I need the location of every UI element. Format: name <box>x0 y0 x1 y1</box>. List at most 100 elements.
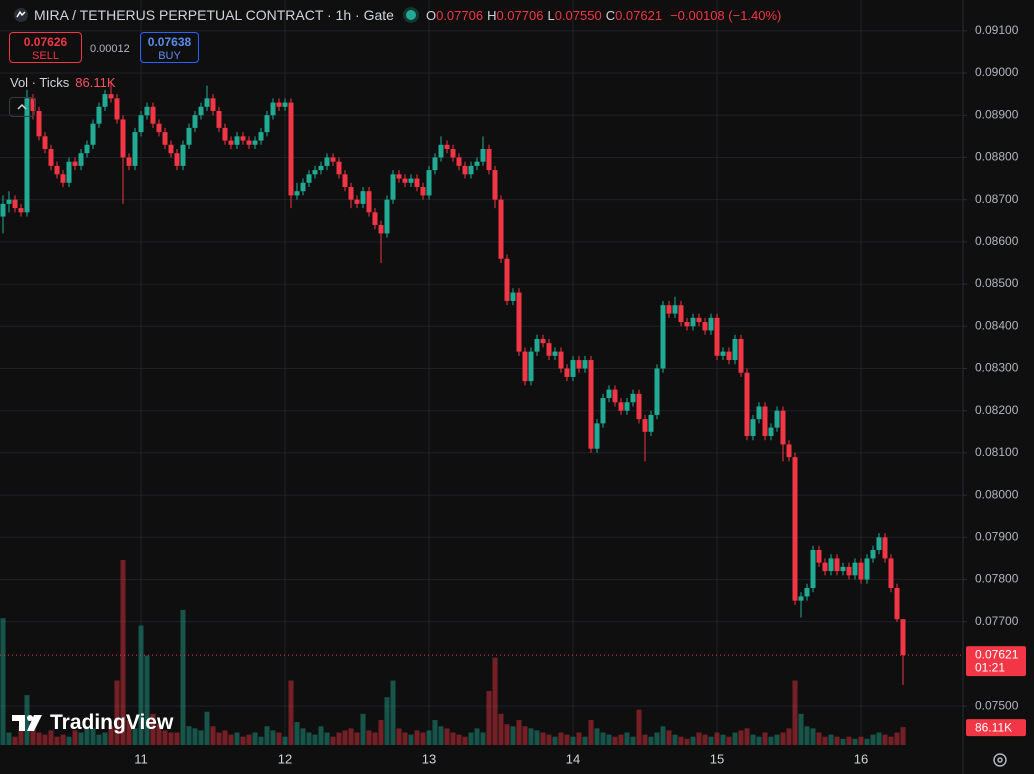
candle-body <box>408 178 414 183</box>
volume-bar <box>714 732 720 745</box>
candle-body <box>654 368 660 415</box>
candle-body <box>102 94 108 107</box>
candle-body <box>450 149 456 158</box>
volume-bar <box>564 734 570 745</box>
candle-body <box>264 115 270 133</box>
volume-bar <box>222 730 228 745</box>
candle-body <box>474 161 480 166</box>
volume-bar <box>630 736 636 745</box>
volume-bar <box>204 711 210 745</box>
volume-bar <box>708 736 714 745</box>
candle-body <box>672 305 678 314</box>
volume-bar <box>78 732 84 745</box>
candle-body <box>492 170 498 200</box>
legend-item: L0.07550 <box>547 8 601 23</box>
candle-body <box>228 140 234 145</box>
x-tick-label: 14 <box>566 751 580 766</box>
volume-bar <box>420 732 426 745</box>
volume-bar <box>690 736 696 745</box>
candle-body <box>18 208 24 213</box>
volume-bar <box>774 734 780 745</box>
volume-bar <box>498 713 504 745</box>
candle-body <box>606 389 612 399</box>
candle-body <box>114 98 120 120</box>
collapse-button[interactable] <box>9 97 35 117</box>
settings-gear[interactable] <box>993 753 1007 767</box>
candle-body <box>396 174 402 179</box>
volume-bar <box>210 726 216 745</box>
candle-body <box>222 127 228 141</box>
sell-label[interactable]: SELL <box>32 50 59 62</box>
candle-body <box>618 402 624 411</box>
volume-bar <box>324 732 330 745</box>
volume-bar <box>150 713 156 745</box>
volume-bar <box>750 734 756 745</box>
volume-bar <box>480 732 486 745</box>
countdown: 01:21 <box>975 660 1005 674</box>
volume-bar <box>216 732 222 745</box>
candle-body <box>504 258 510 301</box>
buy-label[interactable]: BUY <box>158 50 181 62</box>
candle-body <box>360 191 366 204</box>
watermark-logo <box>12 715 42 731</box>
candle-body <box>678 305 684 323</box>
volume-bar <box>84 726 90 745</box>
volume-bar <box>540 732 546 745</box>
y-tick-label: 0.09000 <box>975 65 1019 79</box>
volume-bar <box>252 732 258 745</box>
candle-body <box>846 566 852 576</box>
volume-bar <box>18 726 24 745</box>
volume-bar <box>552 736 558 745</box>
volume-bar <box>24 695 30 745</box>
volume-tag-label: 86.11K <box>975 720 1012 734</box>
volume-bar <box>888 736 894 745</box>
sell-button[interactable]: 0.07626 SELL <box>9 32 82 63</box>
candle-body <box>312 170 318 175</box>
axis-layer: 0.07500 0.07700 0.07800 0.07900 0.08000 0.081… <box>134 23 1026 766</box>
candle-body <box>714 317 720 356</box>
candle-body <box>294 191 300 196</box>
candle-body <box>726 351 732 361</box>
candle-body <box>78 153 84 166</box>
candle-body <box>552 351 558 356</box>
volume-bar <box>666 730 672 745</box>
y-tick-label: 0.08500 <box>975 276 1019 290</box>
change: −0.00108 (−1.40%) <box>670 7 782 23</box>
candle-body <box>306 174 312 183</box>
candle-body <box>534 338 540 352</box>
volume-bar <box>114 680 120 745</box>
candle-body <box>42 136 48 149</box>
volume-bar <box>654 732 660 745</box>
candle-body <box>708 317 714 331</box>
volume-tag <box>966 719 1026 737</box>
volume-bar <box>408 734 414 745</box>
volume-bar <box>162 730 168 745</box>
settings-gear-center[interactable] <box>997 757 1003 763</box>
y-tick-label: 0.08300 <box>975 361 1019 375</box>
buy-price[interactable]: 0.07638 <box>147 35 192 49</box>
candle-body <box>858 562 864 580</box>
volume-bar <box>66 736 72 745</box>
volume-bar <box>876 732 882 745</box>
volume-bar <box>288 680 294 745</box>
volume-bar <box>816 732 822 745</box>
candle-body <box>204 98 210 107</box>
volume-bar <box>546 734 552 745</box>
volume-bar <box>756 736 762 745</box>
candle-body <box>786 444 792 458</box>
volume-bar <box>72 730 78 745</box>
legend-key: O <box>425 8 437 23</box>
candle-body <box>6 199 12 204</box>
volume-bar <box>372 732 378 745</box>
volume-bar <box>396 728 402 745</box>
legend-key: H <box>487 8 497 23</box>
sell-price[interactable]: 0.07626 <box>23 35 68 49</box>
candle-body <box>816 549 822 563</box>
candle-body <box>246 140 252 145</box>
candle-body <box>288 102 294 196</box>
buy-button[interactable]: 0.07638 BUY <box>140 32 199 63</box>
collapse-icon[interactable] <box>10 98 34 116</box>
volume-bar <box>792 680 798 745</box>
settings-icon[interactable] <box>993 753 1007 767</box>
